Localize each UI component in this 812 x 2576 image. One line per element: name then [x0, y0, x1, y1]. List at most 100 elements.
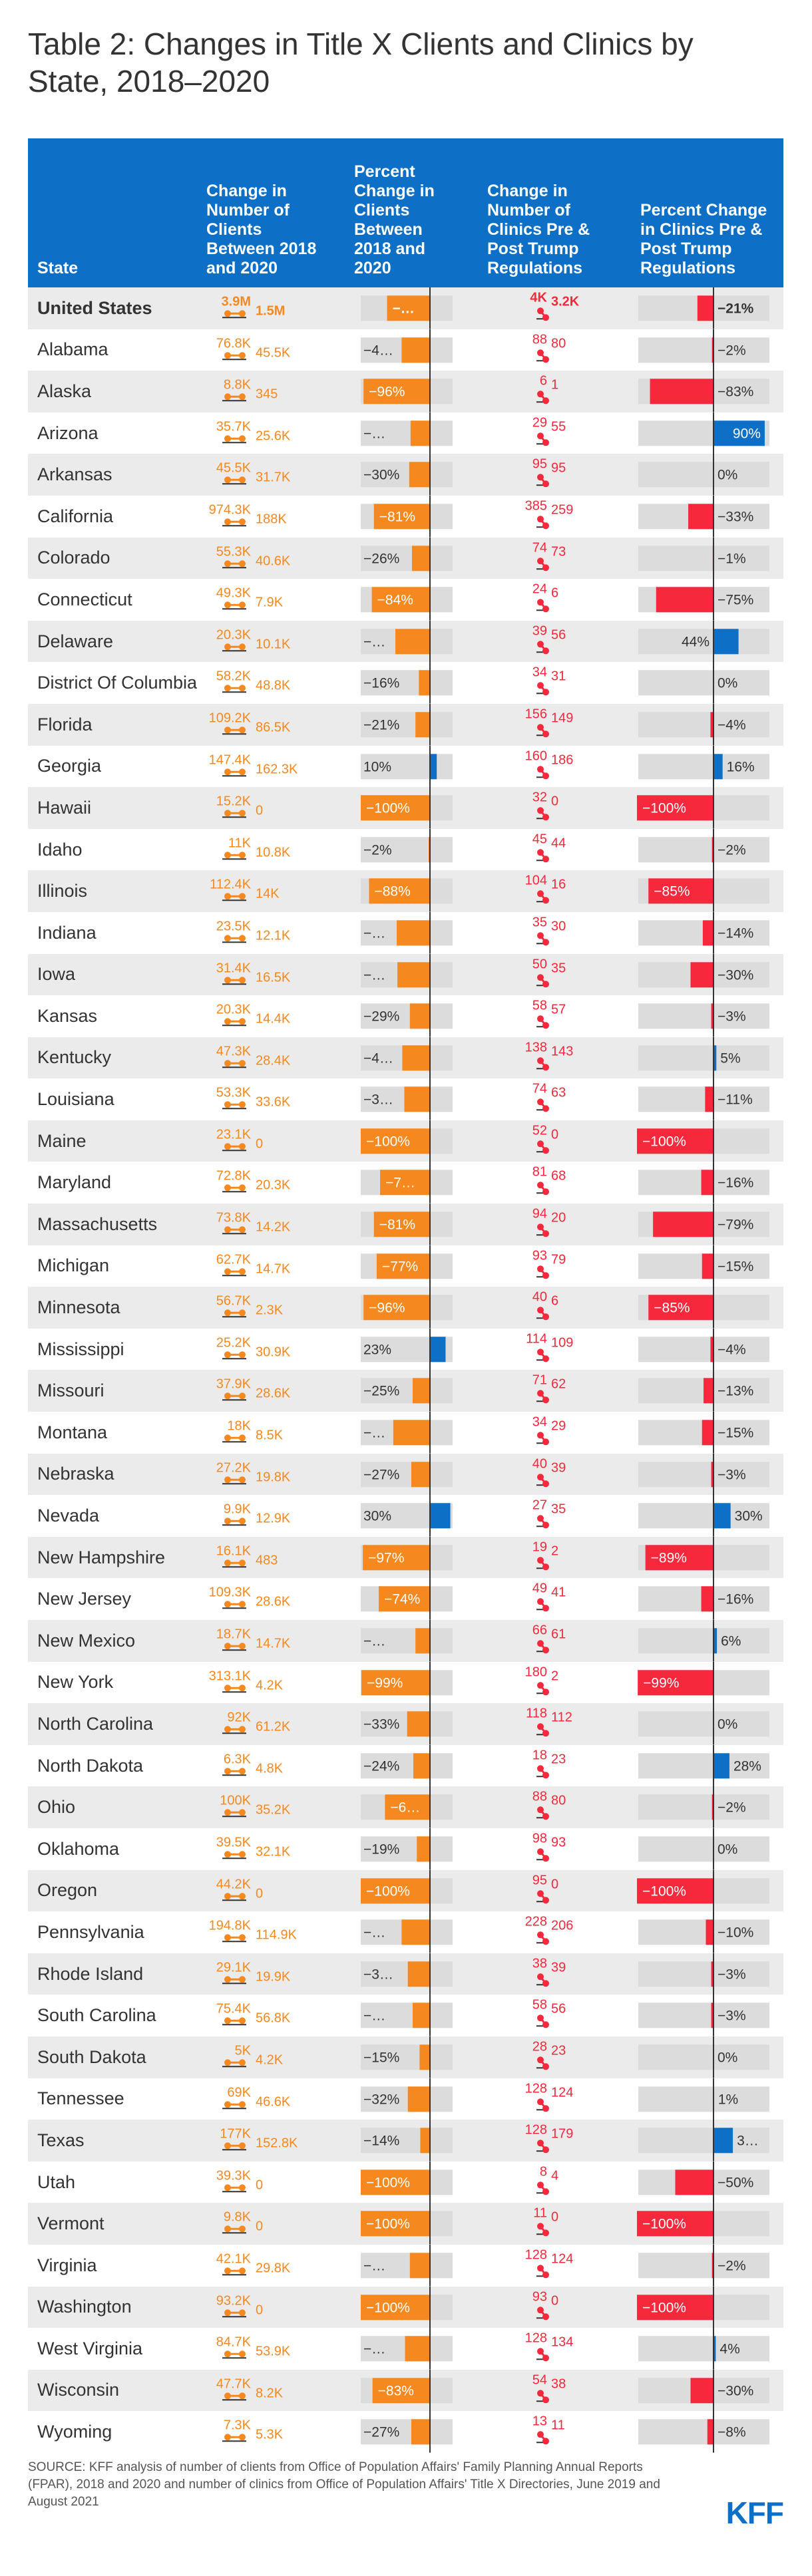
clients-pct-bar	[405, 2336, 430, 2362]
clients-pct-bar	[419, 670, 430, 696]
clients-2018-label: 29.1K	[216, 1960, 252, 1975]
clinics-post-label: 143	[551, 1044, 573, 1058]
clinics-post-label: 29	[551, 1418, 566, 1433]
clinics-pct-bar	[648, 878, 713, 904]
state-name: Montana	[37, 1422, 108, 1442]
clinics-pct-bar	[702, 1253, 713, 1279]
clients-dot-2018	[224, 2392, 231, 2399]
clinics-pct-track	[638, 2086, 769, 2112]
clinics-dot-post	[542, 2146, 549, 2154]
table-row: Louisiana 53.3K 33.6K −3… 74 63 −11%	[28, 1078, 783, 1120]
clients-dot-2020	[239, 518, 246, 526]
clinics-pre-label: 74	[532, 540, 547, 555]
clients-2018-label: 23.5K	[216, 919, 252, 933]
clinics-pct-label: −15%	[717, 1259, 753, 1274]
clients-2018-label: 177K	[220, 2126, 251, 2141]
clients-dot-2018	[224, 768, 231, 775]
clinics-dot-post	[542, 1688, 549, 1695]
clinics-pct-bar	[645, 1545, 713, 1571]
clinics-dot-pre	[537, 2181, 544, 2189]
table-row: Connecticut 49.3K 7.9K −84% 24 6 −75%	[28, 579, 783, 621]
clients-dot-2020	[239, 2100, 246, 2108]
clinics-pre-label: 29	[532, 415, 547, 430]
clinics-post-label: 124	[551, 2251, 573, 2266]
state-name: New Hampshire	[37, 1547, 166, 1567]
table-row: Kentucky 47.3K 28.4K −4… 138 143 5%	[28, 1037, 783, 1079]
clinics-pct-label: 1%	[718, 2092, 738, 2107]
clinics-pre-label: 19	[532, 1539, 547, 1554]
clients-2018-label: 112.4K	[210, 878, 252, 892]
clinics-post-label: 80	[551, 336, 566, 351]
state-name: New York	[37, 1672, 114, 1692]
clients-dot-2018	[224, 435, 231, 442]
clinics-pct-label: −11%	[717, 1092, 753, 1108]
clinics-post-label: 0	[551, 794, 558, 808]
clinics-dot-pre	[537, 1473, 544, 1480]
row-chart: 18K 8.5K −… 34 29 −15%	[222, 1412, 769, 1454]
table-row: Florida 109.2K 86.5K −21% 156 149 −4%	[28, 703, 783, 746]
state-name: South Carolina	[37, 2005, 156, 2026]
clinics-post-label: 16	[551, 878, 566, 892]
clients-2020-label: 48.8K	[256, 679, 291, 693]
clients-dot-2020	[239, 1684, 246, 1691]
clinics-dot-post	[542, 1647, 549, 1654]
state-name: United States	[37, 297, 152, 318]
clients-pct-label: −83%	[378, 2383, 414, 2398]
clients-2018-label: 31.4K	[216, 961, 252, 975]
clinics-pct-track	[638, 1045, 769, 1070]
clinics-pre-label: 66	[532, 1623, 547, 1637]
header-clients-change: Change in Number of Clients Between 2018…	[206, 182, 317, 277]
clinics-pre-label: 138	[525, 1040, 547, 1054]
clinics-pct-label: 0%	[717, 468, 737, 483]
clinics-pct-track	[638, 670, 769, 696]
clinics-pct-track	[638, 1003, 769, 1029]
clinics-pct-label: −83%	[717, 384, 753, 399]
table-row: New Hampshire 16.1K 483 −97% 19 2 −89%	[28, 1536, 783, 1579]
clinics-pre-label: 27	[532, 1498, 547, 1513]
clinics-pre-label: 8	[540, 2164, 547, 2179]
clients-dot-2018	[224, 476, 231, 484]
clinics-dot-post	[542, 939, 549, 946]
clinics-pct-bar	[711, 1961, 713, 1987]
clients-2018-label: 39.3K	[216, 2168, 252, 2183]
table-row: Rhode Island 29.1K 19.9K −3… 38 39 −3%	[28, 1953, 783, 1995]
clinics-post-label: 56	[551, 627, 566, 642]
clients-pct-bar	[385, 1794, 430, 1820]
clinics-pct-label: 90%	[733, 426, 761, 441]
clinics-post-label: 55	[551, 419, 566, 434]
clients-pct-label: −…	[363, 1925, 385, 1940]
clients-pct-bar	[401, 337, 430, 363]
clinics-dot-post	[542, 1438, 549, 1446]
clients-2020-label: 28.4K	[256, 1053, 291, 1068]
clinics-post-label: 1	[551, 377, 558, 392]
clinics-pct-bar	[711, 1461, 713, 1487]
row-chart: 3.9M 1.5M −… 4K 3.2K −21%	[222, 287, 769, 329]
clinics-pct-bar	[711, 337, 713, 363]
clinics-pct-bar	[706, 1919, 713, 1945]
clients-pct-bar	[407, 1711, 430, 1737]
clients-dot-2020	[239, 476, 246, 484]
clinics-pct-label: 30%	[735, 1509, 763, 1524]
clinics-pct-label: −16%	[717, 1176, 753, 1191]
clinics-pct-bar	[637, 1128, 713, 1154]
clinics-pre-label: 45	[532, 832, 547, 846]
header-clinics-pct: Percent Change in Clinics Pre & Post Tru…	[640, 201, 767, 277]
clinics-pct-bar	[653, 1211, 713, 1237]
clinics-dot-post	[542, 1105, 549, 1112]
state-name: Washington	[37, 2297, 132, 2317]
clients-2020-label: 1.5M	[256, 303, 285, 318]
clients-pct-label: −…	[363, 925, 385, 941]
clients-pct-label: −100%	[366, 2217, 410, 2232]
clients-pct-track	[361, 1753, 453, 1779]
clients-pct-bar	[419, 2044, 430, 2070]
clients-dot-2018	[224, 1643, 231, 1650]
clients-dot-2018	[224, 1184, 231, 1192]
clients-pct-bar	[430, 753, 437, 779]
clinics-dot-post	[542, 980, 549, 987]
clients-pct-track	[361, 545, 453, 571]
clients-2020-label: 0	[256, 2303, 263, 2317]
clinics-pct-track	[638, 2419, 769, 2445]
table-row: Georgia 147.4K 162.3K 10% 160 186 16%	[28, 745, 783, 788]
clinics-post-label: 79	[551, 1252, 566, 1267]
clients-pct-bar	[411, 1461, 430, 1487]
